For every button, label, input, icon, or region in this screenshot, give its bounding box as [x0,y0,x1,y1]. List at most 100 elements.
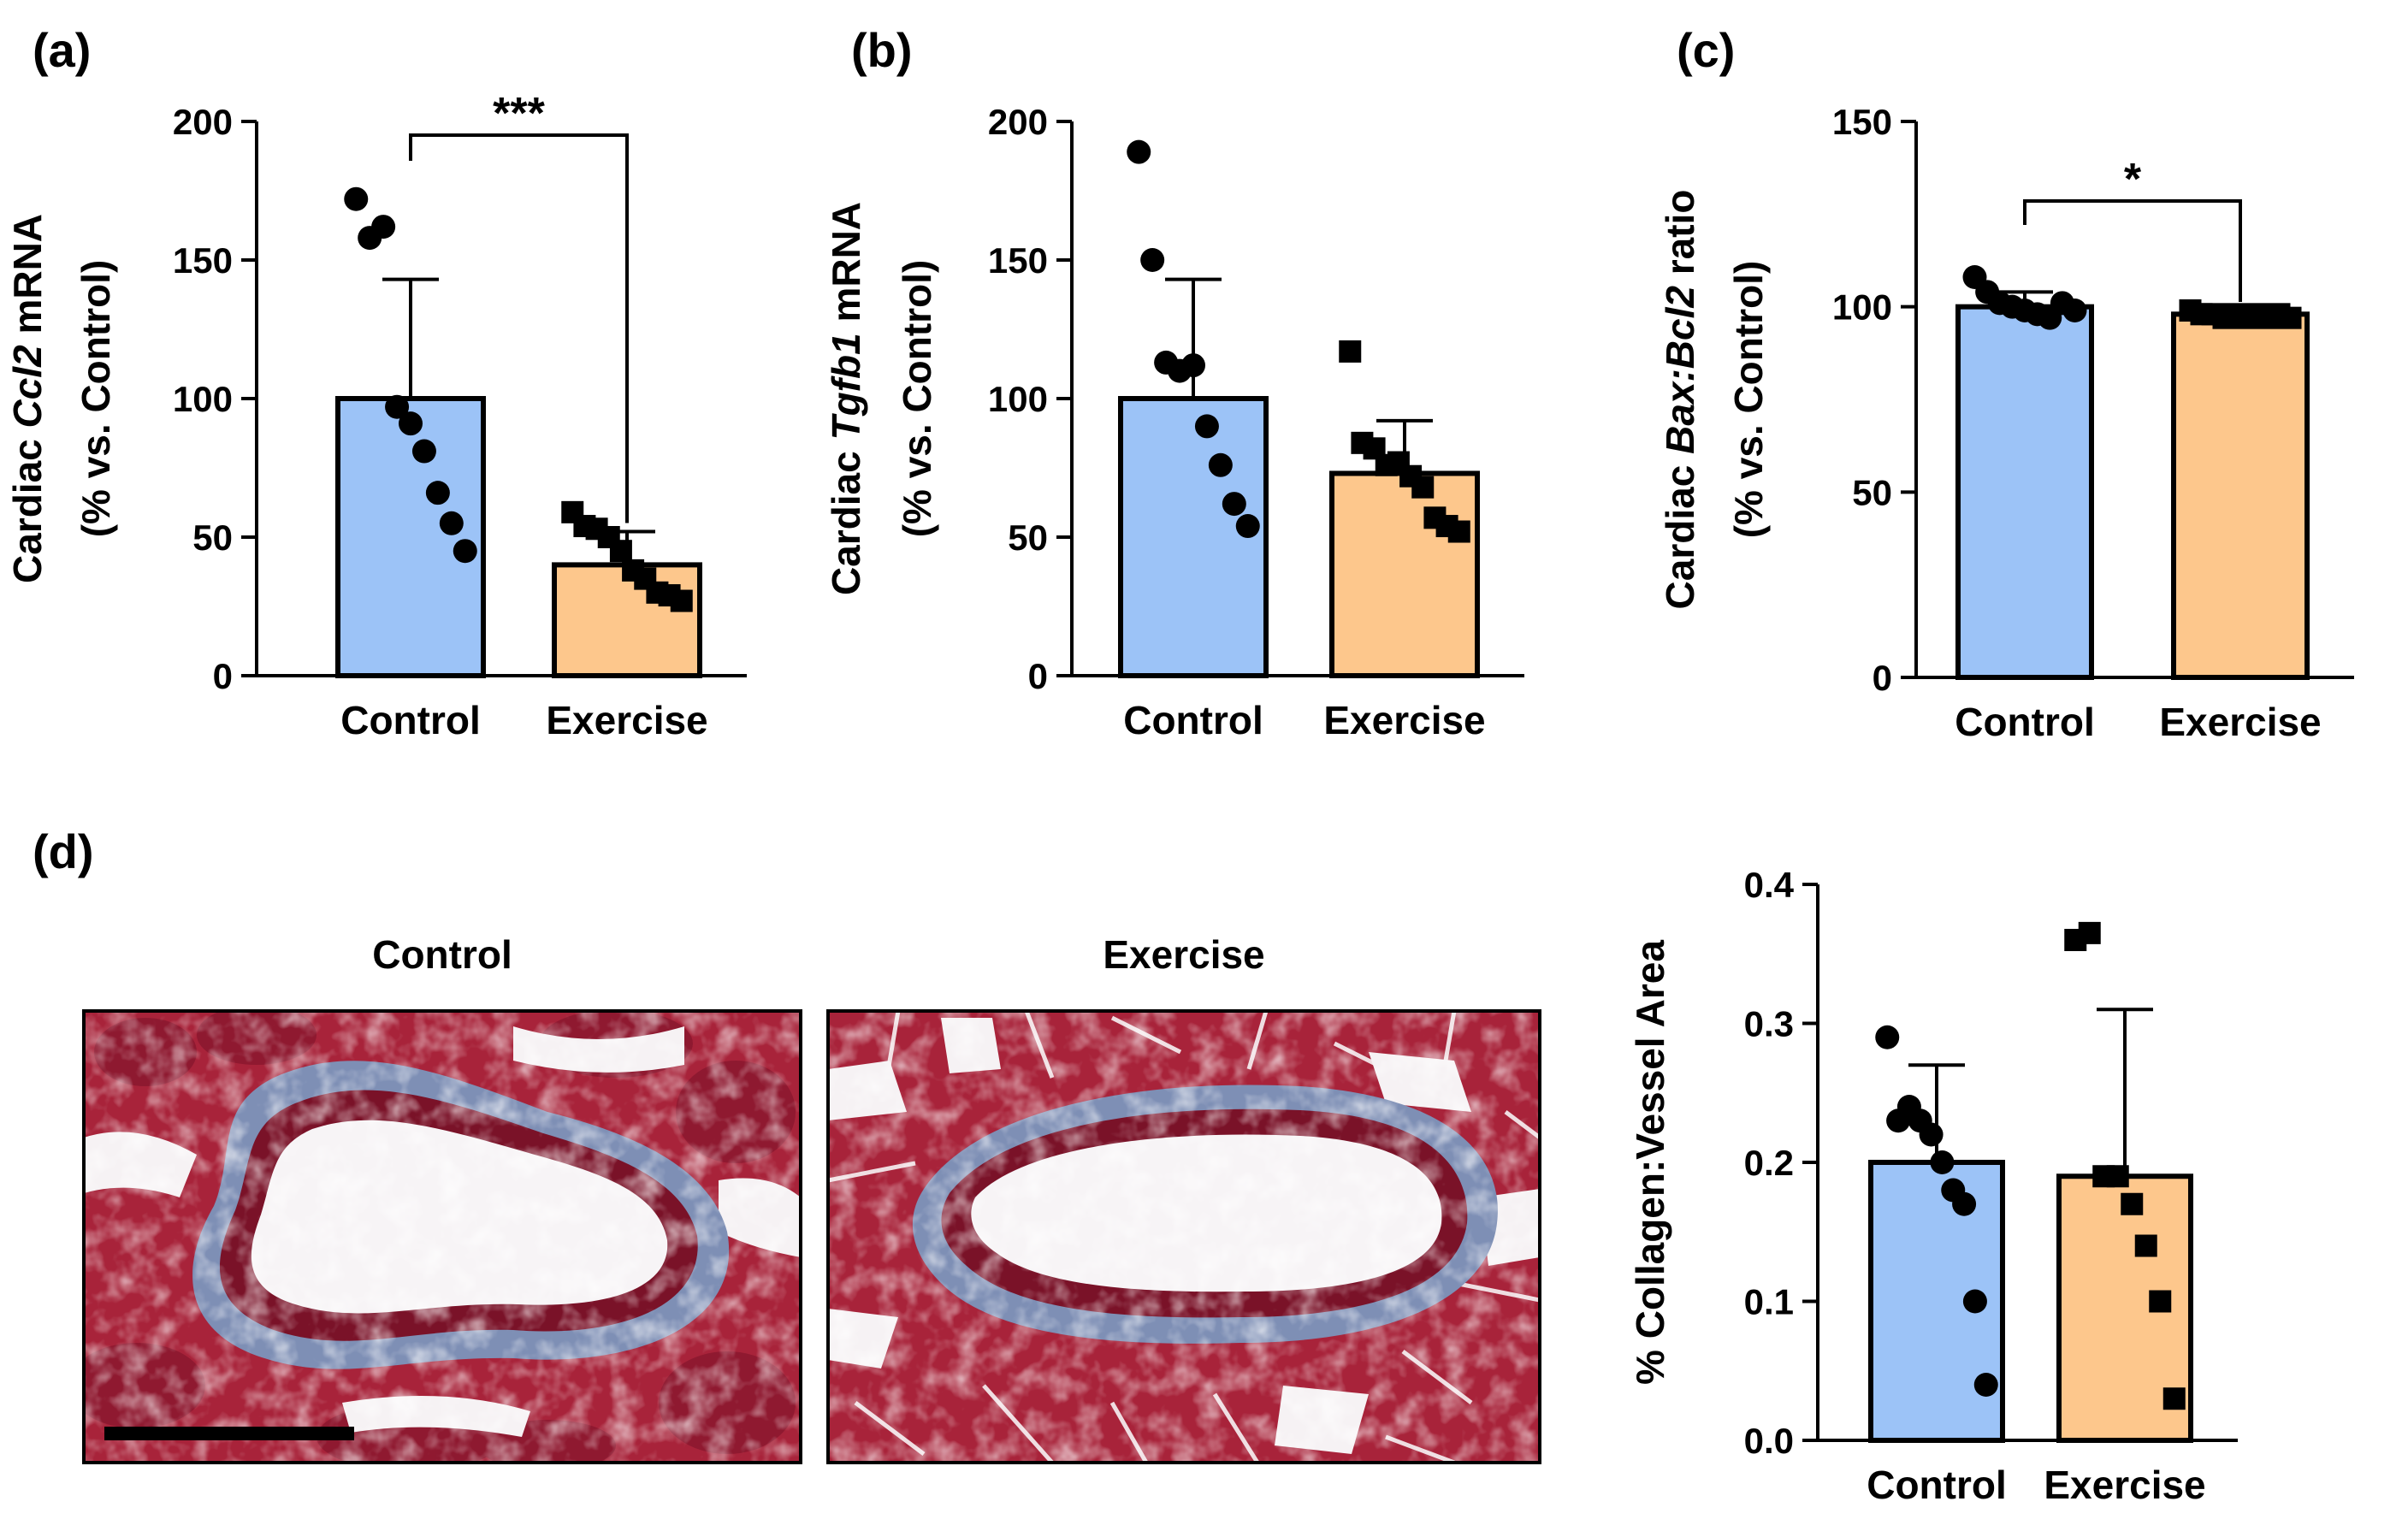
y-tick-label: 150 [173,240,233,281]
significance-bracket [409,133,629,523]
y-axis-label-gene: Ccl2 [5,345,50,429]
histology-exercise-frame [826,1009,1541,1464]
y-tick-label: 0.0 [1744,1421,1794,1461]
data-point-control [2062,299,2087,322]
x-category-label: Exercise [1323,698,1485,742]
y-tick-label: 100 [1832,287,1892,328]
data-point-exercise [2149,1290,2172,1313]
data-point-exercise [2106,1165,2129,1188]
data-point-exercise [609,540,632,563]
significance-marker: * [2124,155,2142,204]
y-tick-label: 150 [988,240,1048,281]
data-point-control [1140,248,1165,272]
chart-b-tgfb1: 0 50 100 150 200 Control Exercise Cardiac Tgfb1… [824,102,1524,742]
bar-control [1118,396,1269,678]
y-axis-label-gene: Tgfb1 [824,333,868,440]
y-axis-label-line2: (% vs. Control) [1726,261,1771,539]
y-tick-label: 50 [1852,472,1892,512]
y-tick-label: 50 [192,517,233,558]
y-tick-label: 0 [213,656,233,696]
panel-label-a: (a) [33,23,91,77]
x-category-label: Control [340,698,481,742]
x-category-label: Control [1955,700,2095,744]
data-point-exercise [2162,1387,2186,1410]
data-point-exercise [1411,476,1435,499]
data-point-control [1235,514,1260,539]
data-point-exercise [670,589,693,612]
data-point-control [371,215,396,239]
significance-marker: *** [493,89,545,139]
chart-a-ccl2: 0 50 100 150 200 Control Exercise *** Cardiac Cc… [5,89,747,742]
histology-exercise-image [828,1011,1540,1463]
y-axis-label-prefix: Cardiac [824,440,868,596]
y-tick-label: 150 [1832,102,1892,142]
data-point-control [1962,1289,1987,1314]
data-point-control [1181,353,1205,378]
x-category-label: Control [1867,1463,2007,1507]
data-point-control [1919,1122,1944,1147]
histology-control-title: Control [372,932,512,977]
data-point-control [439,511,464,535]
data-point-control [1952,1191,1977,1216]
panel-label-c: (c) [1677,23,1735,77]
y-tick-label: 0 [1028,656,1048,696]
data-point-exercise [1339,340,1362,363]
scale-bar [104,1427,354,1440]
y-axis-label-line2: (% vs. Control) [895,260,939,538]
y-axis-label: Cardiac Bax:Bcl2 ratio [1658,190,1702,610]
y-tick-label: 0.4 [1744,865,1795,905]
tissue-texture [84,1011,801,1463]
x-category-label: Control [1123,698,1263,742]
data-point-exercise [2078,921,2101,944]
data-point-control [1875,1025,1900,1049]
y-tick-label: 0 [1873,658,1892,698]
y-axis-label-gene: Bax:Bcl2 [1658,286,1702,454]
tissue-texture [828,1011,1540,1463]
significance-bracket [2023,199,2242,302]
data-point-control [1973,1373,1998,1397]
panel-label-b: (b) [851,23,913,77]
histology-control-frame [82,1009,802,1464]
data-point-control [1222,492,1246,517]
y-axis-label-prefix: Cardiac [1658,454,1702,610]
chart-c-bax-bcl2: 0 50 100 150 Control Exercise * Cardiac Bax:Bcl… [1658,102,2354,744]
histology-control-image [84,1011,801,1463]
y-axis-label: % Collagen:Vessel Area [1628,940,1672,1385]
y-axis-label-suffix: ratio [1658,190,1702,286]
y-tick-label: 0.3 [1744,1004,1794,1044]
bar-control [1955,304,2094,680]
data-point-control [344,186,369,211]
x-category-label: Exercise [2159,700,2321,744]
bar-exercise [2171,311,2310,680]
y-tick-label: 0.2 [1744,1143,1794,1183]
data-point-control [453,539,477,564]
y-axis-label: Cardiac Ccl2 mRNA [5,214,50,583]
data-point-control [1127,139,1151,164]
y-tick-label: 50 [1008,517,1048,558]
data-point-exercise [2279,306,2302,329]
y-tick-label: 200 [173,102,233,142]
y-axis-label-prefix: % Collagen:Vessel Area [1628,940,1672,1385]
data-point-control [425,481,450,505]
y-tick-label: 100 [988,379,1048,419]
x-category-label: Exercise [2044,1463,2205,1507]
data-point-exercise [1447,520,1470,543]
data-point-control [1930,1150,1955,1174]
y-tick-label: 100 [173,379,233,419]
data-point-control [399,411,423,436]
data-point-control [1194,414,1219,439]
data-point-exercise [2121,1192,2144,1215]
data-point-control [1208,452,1233,477]
y-tick-label: 0.1 [1744,1282,1794,1322]
y-axis-label-suffix: mRNA [824,202,868,333]
y-axis-label-suffix: mRNA [5,214,50,345]
bar-exercise [1329,470,1480,678]
bar-control [335,396,486,678]
y-axis-label: Cardiac Tgfb1 mRNA [824,202,868,595]
histology-exercise-title: Exercise [1103,932,1264,977]
y-axis-label-prefix: Cardiac [5,428,50,583]
chart-d-collagen: 0.0 0.1 0.2 0.3 0.4 Control Exercise % Collagen… [1628,865,2238,1507]
data-point-control [411,439,436,464]
x-category-label: Exercise [546,698,707,742]
